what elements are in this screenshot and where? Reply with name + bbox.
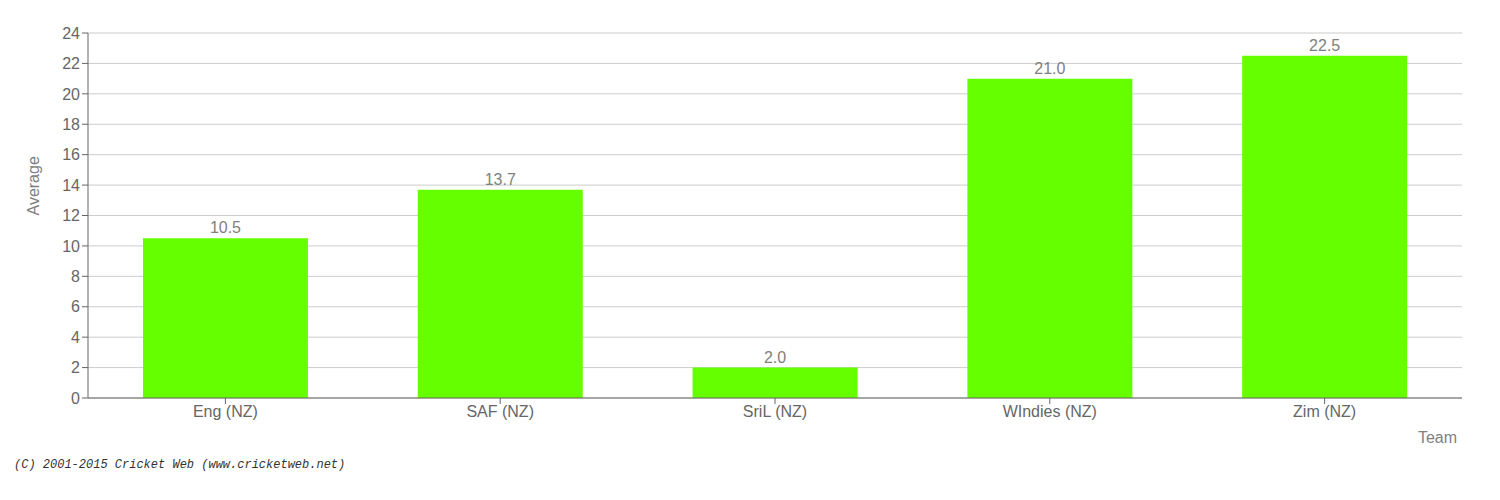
svg-text:24: 24 bbox=[62, 25, 80, 42]
svg-text:22.5: 22.5 bbox=[1309, 37, 1340, 54]
svg-text:20: 20 bbox=[62, 86, 80, 103]
svg-text:WIndies (NZ): WIndies (NZ) bbox=[1003, 403, 1097, 420]
svg-text:SAF (NZ): SAF (NZ) bbox=[466, 403, 534, 420]
svg-text:6: 6 bbox=[71, 298, 80, 315]
svg-text:21.0: 21.0 bbox=[1034, 60, 1065, 77]
svg-text:4: 4 bbox=[71, 329, 80, 346]
svg-text:12: 12 bbox=[62, 207, 80, 224]
svg-text:10.5: 10.5 bbox=[210, 219, 241, 236]
svg-text:14: 14 bbox=[62, 177, 80, 194]
svg-text:13.7: 13.7 bbox=[485, 171, 516, 188]
svg-text:SriL (NZ): SriL (NZ) bbox=[743, 403, 807, 420]
svg-text:Team: Team bbox=[1418, 429, 1457, 446]
svg-text:Eng (NZ): Eng (NZ) bbox=[193, 403, 258, 420]
svg-text:18: 18 bbox=[62, 116, 80, 133]
svg-text:16: 16 bbox=[62, 146, 80, 163]
svg-text:2.0: 2.0 bbox=[764, 349, 786, 366]
html-text:(C) 2001-2015 Cricket Web (www: (C) 2001-2015 Cricket Web (www.cricketwe… bbox=[14, 458, 346, 472]
svg-text:22: 22 bbox=[62, 55, 80, 72]
svg-text:0: 0 bbox=[71, 390, 80, 407]
svg-text:Average: Average bbox=[25, 156, 42, 215]
svg-text:10: 10 bbox=[62, 238, 80, 255]
svg-text:8: 8 bbox=[71, 268, 80, 285]
svg-text:Zim (NZ): Zim (NZ) bbox=[1293, 403, 1356, 420]
svg-text:2: 2 bbox=[71, 359, 80, 376]
